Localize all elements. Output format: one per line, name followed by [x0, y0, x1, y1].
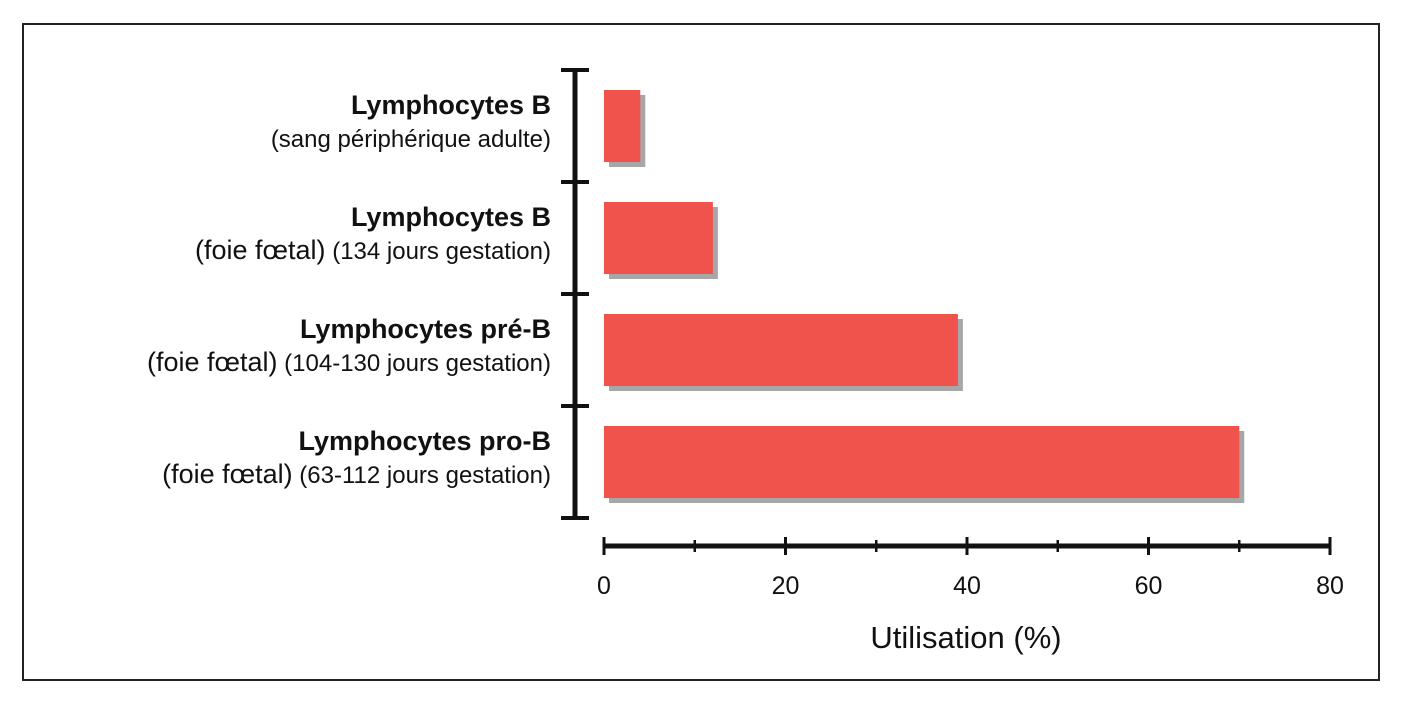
category-title: Lymphocytes B	[350, 90, 551, 120]
category-tissue: (foie fœtal)	[146, 347, 278, 377]
category-detail: (sang périphérique adulte)	[270, 126, 551, 153]
bar	[604, 314, 958, 386]
x-tick-label: 40	[953, 572, 981, 600]
category-label-4: Lymphocytes pro-B (foie fœtal) (63-112 j…	[162, 424, 551, 492]
bar	[604, 426, 1240, 498]
category-title: Lymphocytes B	[350, 202, 551, 232]
x-axis-label: Utilisation (%)	[870, 620, 1062, 655]
category-subtitle: (sang périphérique adulte)	[271, 122, 551, 156]
category-detail: (63-112 jours gestation)	[299, 462, 551, 489]
x-tick-label: 80	[1316, 572, 1344, 600]
category-detail: (104-130 jours gestation)	[284, 350, 551, 377]
category-title: Lymphocytes pro-B	[298, 426, 551, 456]
category-label-3: Lymphocytes pré-B (foie fœtal) (104-130 …	[147, 312, 551, 380]
category-label-2: Lymphocytes B (foie fœtal) (134 jours ge…	[195, 200, 551, 268]
category-detail: (134 jours gestation)	[332, 238, 551, 265]
bar	[604, 202, 713, 274]
x-tick-label: 0	[597, 572, 611, 600]
x-tick-label: 60	[1134, 572, 1163, 600]
bar	[604, 90, 641, 162]
category-tissue: (foie fœtal)	[162, 459, 293, 489]
category-tissue: (foie fœtal)	[195, 235, 326, 265]
category-subtitle: (foie fœtal) (134 jours gestation)	[195, 234, 551, 268]
category-title: Lymphocytes pré-B	[299, 314, 551, 344]
category-label-1: Lymphocytes B (sang périphérique adulte)	[271, 88, 551, 156]
x-tick-label: 20	[771, 572, 800, 600]
category-subtitle: (foie fœtal) (63-112 jours gestation)	[162, 458, 551, 492]
category-subtitle: (foie fœtal) (104-130 jours gestation)	[147, 346, 551, 380]
